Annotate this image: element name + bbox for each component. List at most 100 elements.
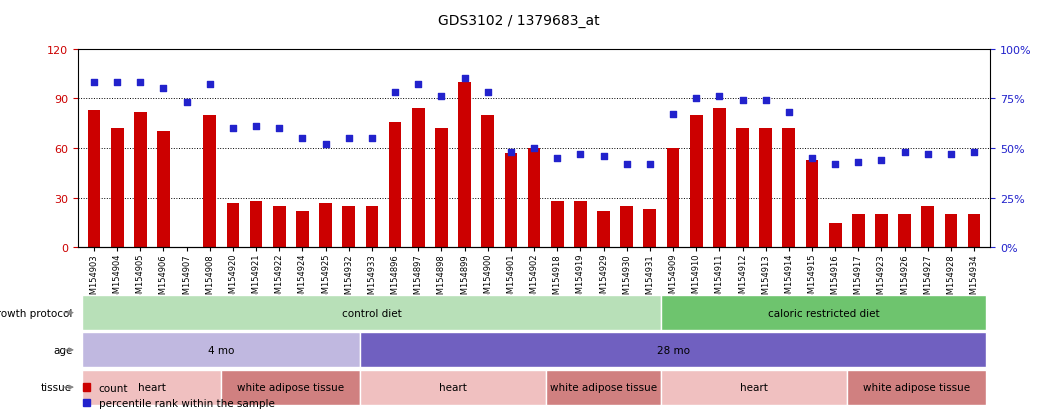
Point: [665, 112, 681, 118]
Point: [920, 151, 936, 158]
Legend: count, percentile rank within the sample: count, percentile rank within the sample: [83, 383, 275, 408]
Point: [642, 161, 658, 168]
Bar: [662, 295, 986, 330]
Point: [433, 94, 450, 100]
Bar: [82, 370, 221, 405]
Bar: [898, 215, 912, 248]
Bar: [690, 116, 702, 248]
Bar: [783, 129, 795, 248]
Text: GDS3102 / 1379683_at: GDS3102 / 1379683_at: [438, 14, 599, 28]
Bar: [597, 211, 610, 248]
Bar: [713, 109, 726, 248]
Bar: [82, 295, 662, 330]
Point: [965, 150, 982, 156]
Point: [757, 98, 774, 104]
Bar: [829, 223, 841, 248]
Bar: [736, 129, 749, 248]
Point: [479, 90, 496, 97]
Text: 4 mo: 4 mo: [208, 345, 234, 355]
Point: [456, 76, 473, 83]
Bar: [620, 206, 633, 248]
Bar: [436, 129, 448, 248]
Bar: [545, 370, 662, 405]
Bar: [528, 149, 540, 248]
Bar: [759, 129, 772, 248]
Bar: [644, 210, 656, 248]
Bar: [875, 215, 888, 248]
Text: control diet: control diet: [342, 308, 401, 318]
Point: [248, 123, 264, 130]
Text: growth protocol: growth protocol: [0, 308, 73, 318]
Bar: [847, 370, 986, 405]
Point: [711, 94, 728, 100]
Point: [572, 151, 589, 158]
Point: [132, 80, 148, 87]
Bar: [360, 332, 986, 368]
Point: [201, 82, 218, 88]
Point: [595, 153, 612, 160]
Text: 28 mo: 28 mo: [656, 345, 690, 355]
Bar: [662, 370, 847, 405]
Bar: [852, 215, 865, 248]
Point: [943, 151, 959, 158]
Bar: [945, 215, 957, 248]
Text: tissue: tissue: [41, 382, 73, 392]
Point: [734, 98, 751, 104]
Text: age: age: [53, 345, 73, 355]
Bar: [342, 206, 355, 248]
Bar: [221, 370, 360, 405]
Bar: [319, 203, 332, 248]
Bar: [134, 112, 146, 248]
Bar: [157, 132, 170, 248]
Bar: [922, 206, 934, 248]
Bar: [111, 129, 123, 248]
Point: [225, 126, 242, 132]
Bar: [574, 202, 587, 248]
Point: [295, 135, 311, 142]
Bar: [297, 211, 309, 248]
Point: [156, 86, 172, 93]
Point: [526, 145, 542, 152]
Point: [178, 100, 195, 107]
Bar: [82, 332, 360, 368]
Bar: [667, 149, 679, 248]
Bar: [389, 122, 401, 248]
Bar: [481, 116, 494, 248]
Bar: [505, 154, 517, 248]
Bar: [806, 160, 818, 248]
Point: [873, 157, 890, 164]
Point: [618, 161, 635, 168]
Bar: [551, 202, 563, 248]
Point: [688, 96, 704, 102]
Point: [549, 155, 565, 162]
Point: [896, 150, 913, 156]
Point: [109, 80, 125, 87]
Bar: [250, 202, 262, 248]
Bar: [227, 203, 240, 248]
Point: [410, 82, 426, 88]
Text: caloric restricted diet: caloric restricted diet: [767, 308, 879, 318]
Point: [850, 159, 867, 166]
Text: heart: heart: [138, 382, 166, 392]
Text: heart: heart: [439, 382, 467, 392]
Point: [340, 135, 357, 142]
Point: [86, 80, 103, 87]
Text: white adipose tissue: white adipose tissue: [863, 382, 970, 392]
Bar: [366, 206, 379, 248]
Point: [317, 141, 334, 148]
Point: [781, 110, 797, 116]
Bar: [203, 116, 216, 248]
Bar: [458, 83, 471, 248]
Point: [271, 126, 287, 132]
Point: [503, 150, 520, 156]
Point: [387, 90, 403, 97]
Bar: [360, 370, 545, 405]
Point: [826, 161, 843, 168]
Text: heart: heart: [740, 382, 768, 392]
Bar: [273, 206, 285, 248]
Bar: [87, 111, 101, 248]
Bar: [412, 109, 424, 248]
Text: white adipose tissue: white adipose tissue: [237, 382, 344, 392]
Text: white adipose tissue: white adipose tissue: [550, 382, 657, 392]
Bar: [968, 215, 981, 248]
